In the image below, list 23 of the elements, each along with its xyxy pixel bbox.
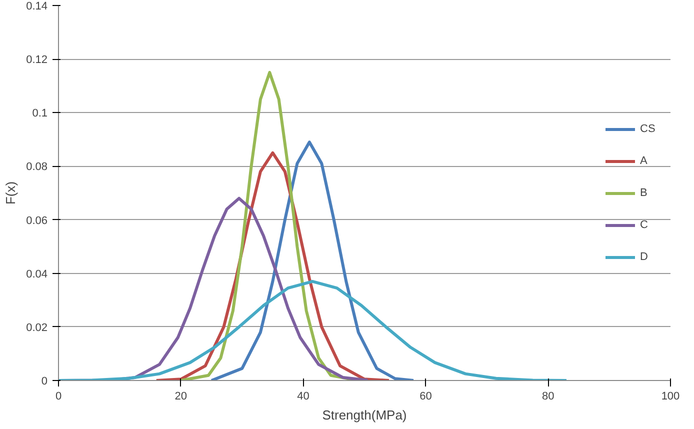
y-tick-label: 0.12 [26,54,48,66]
legend-label: A [640,154,648,166]
x-tick-label: 80 [542,390,554,402]
y-axis-title: F(x) [3,181,18,205]
x-tick-label: 0 [55,390,62,402]
y-tick-label: 0.04 [26,268,48,280]
y-tick-label: 0.1 [32,108,48,120]
line-series [58,280,568,380]
legend-label: CS [640,122,656,134]
y-tick-label: 0 [41,376,48,388]
x-axis-title: Strength(MPa) [322,408,407,422]
legend-label: D [640,250,649,262]
legend-label: B [640,186,648,198]
legend-label: C [640,218,649,230]
y-tick-label: 0.08 [26,161,48,174]
x-tick-label: 100 [661,390,680,402]
y-tick-label: 0.14 [26,0,48,12]
x-tick-label: 20 [174,390,188,402]
y-tick-label: 0.06 [26,214,48,227]
line-series [210,140,415,380]
x-tick-label: 60 [420,390,432,402]
y-tick-label: 0.02 [26,322,48,334]
x-tick-label: 40 [297,390,310,402]
